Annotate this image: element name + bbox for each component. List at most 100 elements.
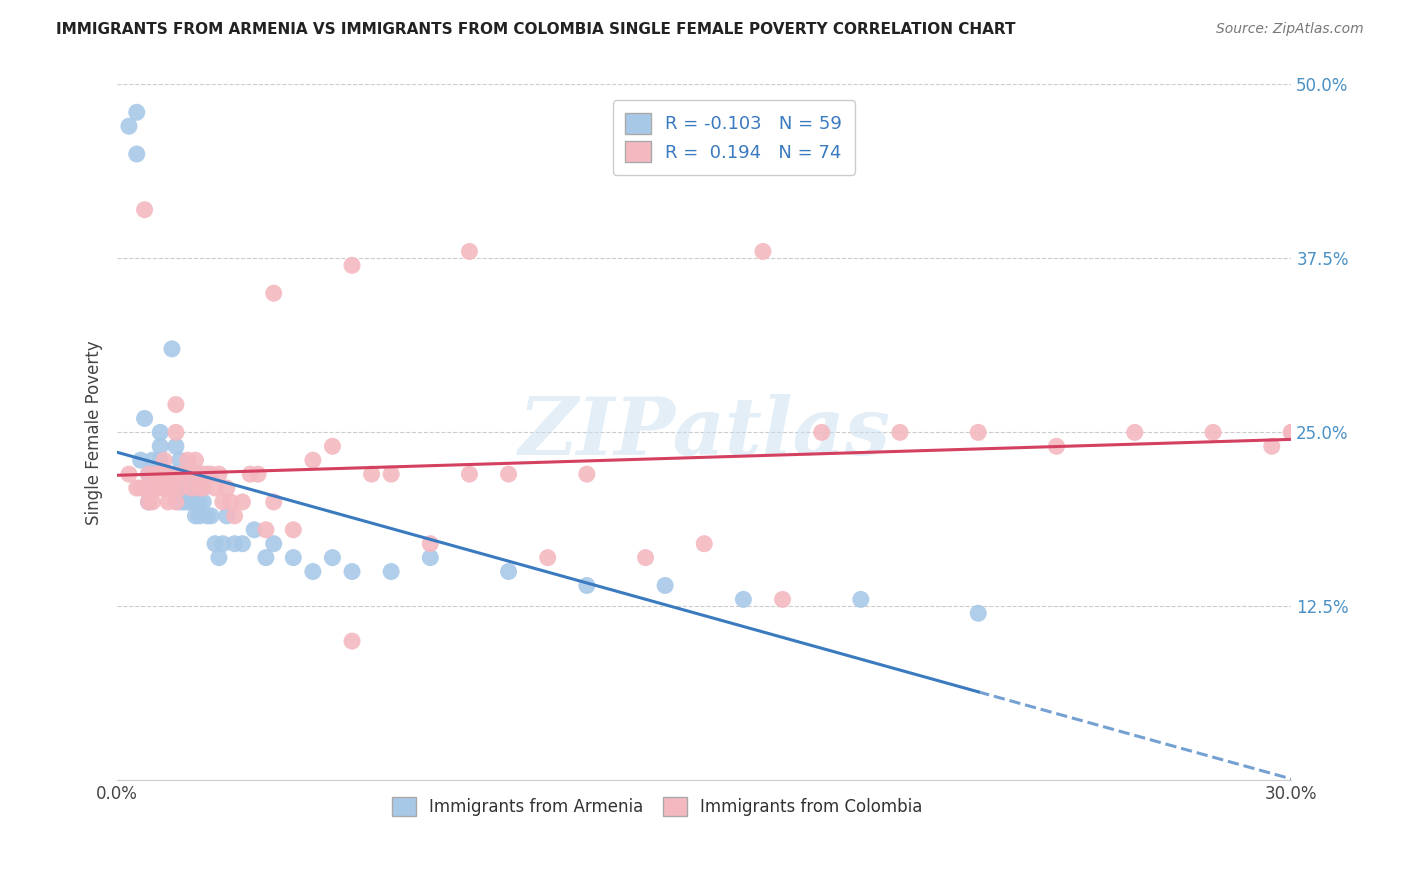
Point — [967, 425, 990, 440]
Point — [321, 550, 343, 565]
Point — [118, 467, 141, 482]
Point — [188, 508, 211, 523]
Point — [263, 495, 285, 509]
Point — [173, 495, 195, 509]
Point — [1045, 439, 1067, 453]
Y-axis label: Single Female Poverty: Single Female Poverty — [86, 340, 103, 524]
Point — [654, 578, 676, 592]
Point — [145, 467, 167, 482]
Point — [149, 481, 172, 495]
Point — [458, 244, 481, 259]
Point — [263, 537, 285, 551]
Point — [173, 467, 195, 482]
Point — [283, 523, 305, 537]
Point — [180, 495, 202, 509]
Point — [160, 481, 183, 495]
Point — [224, 537, 246, 551]
Point — [125, 481, 148, 495]
Point — [180, 481, 202, 495]
Point — [134, 202, 156, 217]
Point — [165, 398, 187, 412]
Point — [138, 495, 160, 509]
Point — [184, 467, 207, 482]
Point — [145, 481, 167, 495]
Point — [200, 467, 222, 482]
Point — [134, 481, 156, 495]
Point — [231, 537, 253, 551]
Point — [188, 495, 211, 509]
Point — [149, 439, 172, 453]
Point — [125, 105, 148, 120]
Point — [419, 550, 441, 565]
Point — [498, 565, 520, 579]
Point — [149, 453, 172, 467]
Point — [1279, 425, 1302, 440]
Point — [360, 467, 382, 482]
Point — [129, 481, 152, 495]
Point — [180, 467, 202, 482]
Point — [145, 481, 167, 495]
Point — [176, 481, 198, 495]
Point — [204, 481, 226, 495]
Point — [458, 467, 481, 482]
Point — [184, 453, 207, 467]
Point — [200, 508, 222, 523]
Point — [340, 634, 363, 648]
Point — [380, 467, 402, 482]
Point — [575, 467, 598, 482]
Point — [138, 467, 160, 482]
Point — [195, 508, 218, 523]
Point — [165, 425, 187, 440]
Point — [772, 592, 794, 607]
Point — [224, 508, 246, 523]
Point — [204, 537, 226, 551]
Point — [733, 592, 755, 607]
Point — [157, 495, 180, 509]
Point — [380, 565, 402, 579]
Point — [302, 453, 325, 467]
Point — [153, 481, 176, 495]
Point — [239, 467, 262, 482]
Point — [575, 578, 598, 592]
Point — [243, 523, 266, 537]
Point — [849, 592, 872, 607]
Point — [138, 467, 160, 482]
Point — [176, 453, 198, 467]
Point — [215, 481, 238, 495]
Point — [165, 467, 187, 482]
Point — [537, 550, 560, 565]
Point — [157, 467, 180, 482]
Point — [193, 467, 215, 482]
Point — [1202, 425, 1225, 440]
Point — [215, 508, 238, 523]
Point — [125, 147, 148, 161]
Point — [141, 481, 163, 495]
Point — [1123, 425, 1146, 440]
Point — [173, 467, 195, 482]
Point — [967, 607, 990, 621]
Point — [134, 411, 156, 425]
Point — [254, 523, 277, 537]
Point — [419, 537, 441, 551]
Point — [165, 439, 187, 453]
Text: Source: ZipAtlas.com: Source: ZipAtlas.com — [1216, 22, 1364, 37]
Point — [340, 258, 363, 272]
Point — [634, 550, 657, 565]
Point — [165, 495, 187, 509]
Point — [173, 481, 195, 495]
Point — [208, 467, 231, 482]
Point — [153, 481, 176, 495]
Point — [321, 439, 343, 453]
Point — [184, 508, 207, 523]
Point — [141, 467, 163, 482]
Point — [157, 467, 180, 482]
Point — [188, 481, 211, 495]
Point — [693, 537, 716, 551]
Point — [1279, 425, 1302, 440]
Point — [752, 244, 775, 259]
Point — [208, 550, 231, 565]
Point — [129, 453, 152, 467]
Point — [118, 119, 141, 133]
Point — [169, 467, 191, 482]
Point — [340, 565, 363, 579]
